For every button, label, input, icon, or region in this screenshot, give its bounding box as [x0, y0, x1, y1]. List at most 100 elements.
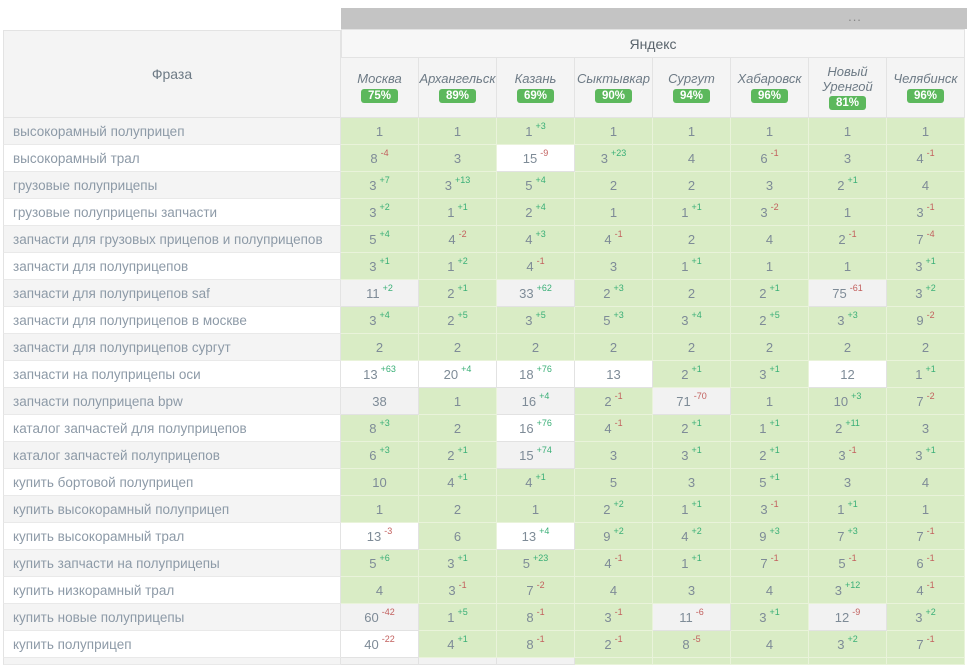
position-cell[interactable]: 8 -1 — [497, 631, 575, 658]
phrase-cell[interactable]: купить запчасти на полуприцепы — [3, 550, 341, 577]
position-cell[interactable]: 3 +1 — [887, 442, 965, 469]
position-cell[interactable]: 3 +2 — [809, 631, 887, 658]
position-cell[interactable]: 2 — [653, 280, 731, 307]
position-cell[interactable]: 10 — [341, 469, 419, 496]
position-cell[interactable]: 6 — [419, 523, 497, 550]
position-cell[interactable]: 4 -2 — [419, 226, 497, 253]
city-header[interactable]: Хабаровск 96% — [731, 58, 809, 118]
position-cell[interactable]: 38 — [341, 388, 419, 415]
phrase-cell[interactable]: грузовые полуприцепы запчасти — [3, 199, 341, 226]
position-cell[interactable]: 6 -1 — [887, 550, 965, 577]
position-cell[interactable]: 2 — [497, 334, 575, 361]
position-cell[interactable]: 3 — [809, 145, 887, 172]
position-cell[interactable]: 3 +2 — [887, 280, 965, 307]
position-cell[interactable]: 15 +74 — [497, 442, 575, 469]
position-cell[interactable]: 4 -1 — [575, 226, 653, 253]
position-cell[interactable]: 9 +2 — [575, 523, 653, 550]
phrase-cell[interactable]: купить бортовой полуприцеп — [3, 469, 341, 496]
position-cell[interactable]: 3 -1 — [887, 199, 965, 226]
position-cell[interactable]: 2 +1 — [731, 442, 809, 469]
phrase-cell[interactable]: запчасти для полуприцепов в москве — [3, 307, 341, 334]
position-cell[interactable]: 3 +7 — [341, 172, 419, 199]
position-cell[interactable]: 2 — [419, 496, 497, 523]
position-cell[interactable]: 5 +4 — [497, 172, 575, 199]
position-cell[interactable]: 3 +1 — [887, 253, 965, 280]
position-cell[interactable]: 4 +2 — [653, 523, 731, 550]
position-cell[interactable]: 12 — [809, 361, 887, 388]
position-cell[interactable]: 13 — [575, 361, 653, 388]
position-cell[interactable]: 3 +23 — [575, 145, 653, 172]
position-cell[interactable]: 7 -1 — [887, 631, 965, 658]
position-cell[interactable]: 7 -2 — [887, 388, 965, 415]
position-cell[interactable]: 3 +1 — [419, 550, 497, 577]
position-cell[interactable]: 2 +1 — [809, 172, 887, 199]
position-cell[interactable]: 1 +1 — [653, 550, 731, 577]
phrase-cell[interactable]: запчасти для полуприцепов saf — [3, 280, 341, 307]
position-cell[interactable]: 2 — [419, 415, 497, 442]
position-cell[interactable]: 5 +6 — [341, 550, 419, 577]
position-cell[interactable]: 11 +2 — [341, 280, 419, 307]
phrase-cell[interactable]: купить высокорамный трал — [3, 523, 341, 550]
position-cell[interactable]: 8 -1 — [497, 604, 575, 631]
position-cell[interactable]: 2 — [653, 334, 731, 361]
position-cell[interactable]: 3 -1 — [575, 604, 653, 631]
position-cell[interactable]: 3 +4 — [653, 307, 731, 334]
position-cell[interactable]: 11 -6 — [653, 604, 731, 631]
position-cell[interactable]: 3 -1 — [731, 496, 809, 523]
phrase-cell[interactable]: высокорамный полуприцеп — [3, 118, 341, 145]
position-cell[interactable]: 4 — [653, 145, 731, 172]
phrase-cell[interactable]: запчасти на полуприцепы оси — [3, 361, 341, 388]
position-cell[interactable]: 1 — [887, 118, 965, 145]
position-cell[interactable]: 2 -1 — [575, 631, 653, 658]
position-cell[interactable]: 16 +4 — [497, 388, 575, 415]
position-cell[interactable]: 3 -1 — [809, 442, 887, 469]
position-cell[interactable]: 2 +1 — [419, 442, 497, 469]
position-cell[interactable]: 1 — [809, 199, 887, 226]
position-cell[interactable]: 2 — [809, 334, 887, 361]
position-cell[interactable]: 40 -22 — [341, 631, 419, 658]
position-cell[interactable]: 71 -70 — [653, 388, 731, 415]
position-cell[interactable]: 20 +4 — [419, 361, 497, 388]
position-cell[interactable]: 1 — [497, 496, 575, 523]
position-cell[interactable]: 1 +2 — [419, 253, 497, 280]
position-cell[interactable]: 2 +5 — [419, 307, 497, 334]
position-cell[interactable]: 2 — [731, 334, 809, 361]
position-cell[interactable]: 5 -1 — [809, 550, 887, 577]
position-cell[interactable]: 3 — [731, 172, 809, 199]
position-cell[interactable]: 3 -2 — [731, 199, 809, 226]
position-cell[interactable]: 2 +1 — [653, 361, 731, 388]
position-cell[interactable]: 13 -3 — [341, 523, 419, 550]
phrase-cell[interactable]: запчасти полуприцепа bpw — [3, 388, 341, 415]
position-cell[interactable]: 3 — [887, 415, 965, 442]
position-cell[interactable]: 2 +1 — [419, 280, 497, 307]
position-cell[interactable]: 9 -2 — [887, 307, 965, 334]
position-cell[interactable]: 1 +1 — [887, 361, 965, 388]
position-cell[interactable]: 4 — [731, 577, 809, 604]
position-cell[interactable]: 4 — [575, 577, 653, 604]
position-cell[interactable]: 33 +62 — [497, 280, 575, 307]
position-cell[interactable]: 4 -1 — [887, 577, 965, 604]
position-cell[interactable]: 1 +1 — [809, 496, 887, 523]
position-cell[interactable]: 1 — [341, 496, 419, 523]
position-cell[interactable]: 1 — [419, 388, 497, 415]
position-cell[interactable]: 2 +3 — [575, 280, 653, 307]
position-cell[interactable]: 13 +4 — [497, 523, 575, 550]
position-cell[interactable]: 2 — [653, 172, 731, 199]
position-cell[interactable]: 4 — [731, 226, 809, 253]
position-cell[interactable]: 2 — [653, 226, 731, 253]
position-cell[interactable]: 2 — [419, 334, 497, 361]
position-cell[interactable]: 13 +63 — [341, 361, 419, 388]
position-cell[interactable]: 1 — [809, 253, 887, 280]
position-cell[interactable]: 7 -1 — [731, 550, 809, 577]
position-cell[interactable]: 4 — [731, 631, 809, 658]
position-cell[interactable]: 4 — [887, 469, 965, 496]
city-header[interactable]: Казань 69% — [497, 58, 575, 118]
position-cell[interactable]: 8 +3 — [341, 415, 419, 442]
position-cell[interactable]: 6 -1 — [731, 145, 809, 172]
position-cell[interactable]: 1 +5 — [419, 604, 497, 631]
position-cell[interactable]: 1 — [575, 199, 653, 226]
position-cell[interactable]: 1 — [809, 118, 887, 145]
position-cell[interactable]: 16 +76 — [497, 415, 575, 442]
position-cell[interactable]: 7 -4 — [887, 226, 965, 253]
position-cell[interactable]: 2 +4 — [497, 199, 575, 226]
